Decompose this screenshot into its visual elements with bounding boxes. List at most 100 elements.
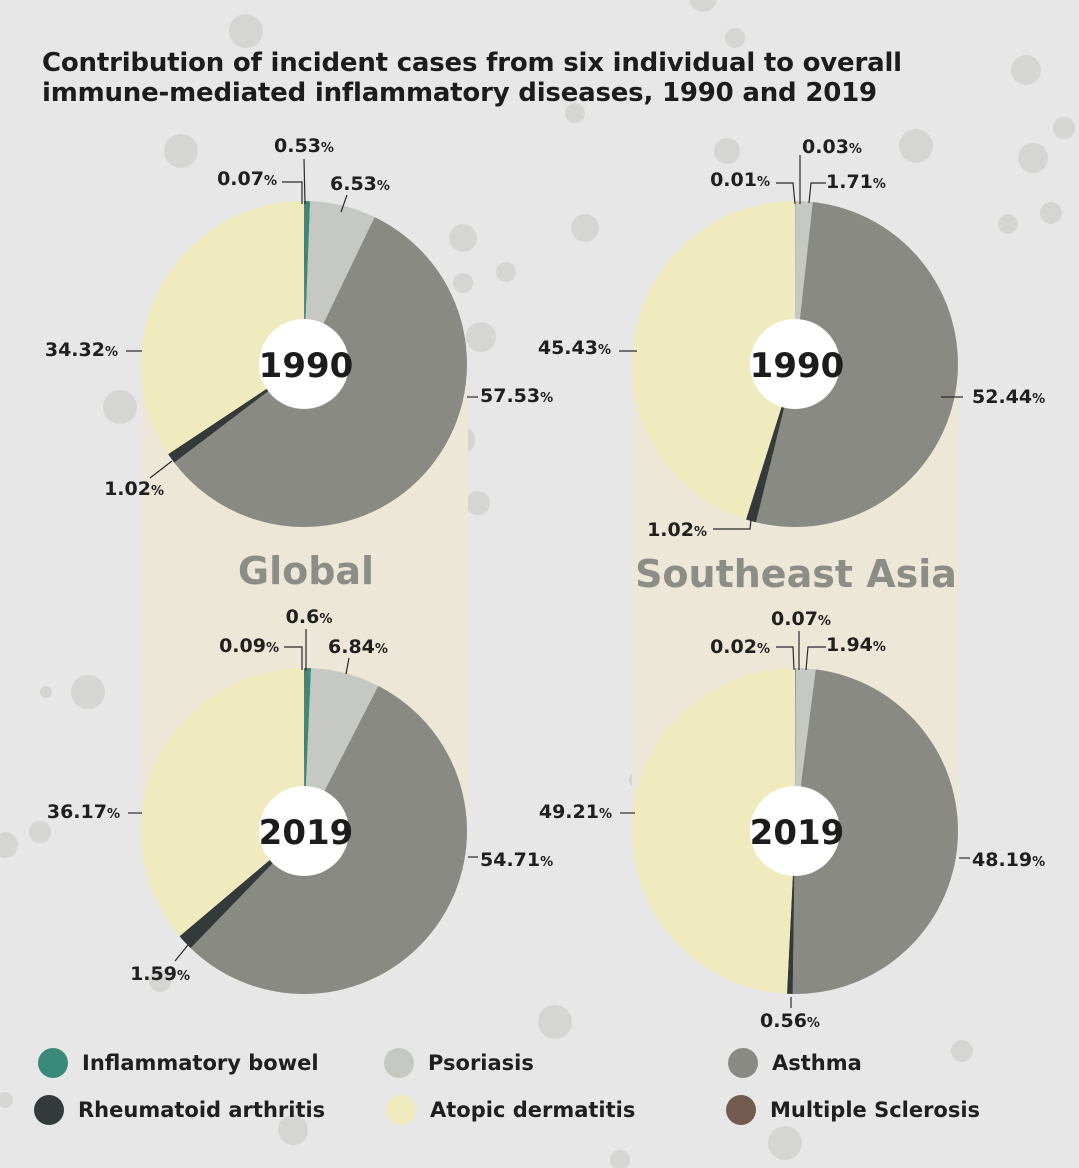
legend-label: Multiple Sclerosis [770, 1098, 981, 1122]
circle-swatch-icon [726, 1095, 756, 1125]
data-label: 52.44% [972, 386, 1045, 408]
data-label-unit: % [818, 614, 831, 629]
data-label-unit: % [540, 855, 553, 870]
pie-slice-atopic-dermatitis [632, 668, 795, 994]
leader-line [345, 657, 350, 675]
background-dot [164, 134, 198, 168]
pie-center-hole [750, 319, 840, 409]
data-label: 48.19% [972, 849, 1045, 871]
background-dot [610, 1150, 630, 1168]
background-dot [453, 273, 473, 293]
background-dot [0, 832, 18, 858]
circle-swatch-icon [384, 1048, 414, 1078]
pie-slice-multiple-sclerosis [304, 667, 305, 831]
chart-title: Contribution of incident cases from six … [42, 48, 1042, 108]
data-label: 0.53% [274, 135, 334, 157]
pie-slice-asthma [792, 669, 959, 994]
data-label-unit: % [873, 177, 886, 192]
data-label-unit: % [849, 142, 862, 157]
data-label-unit: % [873, 640, 886, 655]
background-dot [1040, 202, 1062, 224]
data-label-unit: % [151, 484, 164, 499]
data-label-unit: % [107, 807, 120, 822]
data-label: 1.02% [647, 519, 707, 541]
leader-line [284, 646, 303, 670]
pie-slice-asthma [756, 201, 958, 527]
data-label: 0.03% [802, 136, 862, 158]
background-dot [998, 214, 1018, 234]
data-label: 0.01% [710, 169, 770, 191]
data-label-unit: % [105, 345, 118, 360]
background-dot [1011, 55, 1041, 85]
background-dot [278, 1115, 308, 1145]
pie-slice-atopic-dermatitis [140, 667, 304, 937]
background-dot [466, 491, 490, 515]
background-dot [689, 0, 717, 12]
legend-label: Rheumatoid arthritis [78, 1098, 326, 1122]
circle-swatch-icon [728, 1048, 758, 1078]
circle-swatch-icon [38, 1048, 68, 1078]
background-dot [725, 28, 745, 48]
background-dot [103, 390, 137, 424]
data-label: 1.02% [104, 478, 164, 500]
background-dot [29, 821, 51, 843]
data-label-unit: % [757, 642, 770, 657]
legend-label: Psoriasis [428, 1051, 534, 1075]
background-dot [714, 138, 740, 164]
background-dot [40, 686, 52, 698]
legend-label: Asthma [772, 1051, 862, 1075]
pie-center-hole [259, 786, 349, 876]
background-dot [229, 14, 263, 48]
leader-line [340, 194, 348, 213]
data-label: 0.56% [760, 1010, 820, 1032]
background-dot [565, 103, 585, 123]
background-dot [768, 1126, 802, 1160]
circle-swatch-icon [386, 1095, 416, 1125]
legend-item-rheumatoid-arthritis: Rheumatoid arthritis [34, 1095, 325, 1125]
data-label-unit: % [319, 612, 332, 627]
data-label-unit: % [1032, 855, 1045, 870]
data-label-unit: % [1032, 392, 1045, 407]
title-line-1: Contribution of incident cases from six … [42, 48, 902, 78]
pie-center-label: 2019 [259, 813, 354, 853]
pie-center-label: 1990 [750, 346, 845, 386]
data-label-unit: % [266, 641, 279, 656]
leader-line [805, 646, 826, 671]
pie-center-label: 1990 [259, 346, 354, 386]
legend-item-inflammatory-bowel: Inflammatory bowel [38, 1048, 319, 1078]
background-dot [0, 1092, 13, 1108]
data-label-unit: % [599, 807, 612, 822]
region-label-southeast-asia: Southeast Asia [635, 552, 957, 596]
data-label: 54.71% [480, 849, 553, 871]
data-label-unit: % [540, 391, 553, 406]
data-label: 34.32% [45, 339, 118, 361]
data-label-unit: % [264, 174, 277, 189]
background-dot [951, 1040, 973, 1062]
legend-item-psoriasis: Psoriasis [384, 1048, 534, 1078]
background-dot [538, 1005, 572, 1039]
data-label-unit: % [377, 179, 390, 194]
pie-center-label: 2019 [750, 813, 845, 853]
data-label: 0.02% [710, 636, 770, 658]
data-label: 1.71% [826, 171, 886, 193]
title-line-2: immune-mediated inflammatory diseases, 1… [42, 78, 877, 108]
data-label: 6.84% [328, 636, 388, 658]
background-dot [899, 129, 933, 163]
data-label: 0.07% [771, 608, 831, 630]
background-dot [149, 970, 171, 992]
leader-line [149, 460, 173, 479]
data-label-unit: % [694, 525, 707, 540]
leader-line [303, 158, 306, 205]
data-label: 0.07% [217, 168, 277, 190]
data-label-unit: % [807, 1016, 820, 1031]
background-dot [466, 322, 496, 352]
pie-center-hole [259, 319, 349, 409]
legend-label: Atopic dermatitis [430, 1098, 636, 1122]
leader-line [174, 944, 189, 962]
circle-swatch-icon [34, 1095, 64, 1125]
data-label: 36.17% [47, 801, 120, 823]
leader-line [776, 646, 795, 671]
leader-line [713, 519, 752, 530]
legend-item-atopic-dermatitis: Atopic dermatitis [386, 1095, 635, 1125]
leader-line [808, 182, 826, 204]
